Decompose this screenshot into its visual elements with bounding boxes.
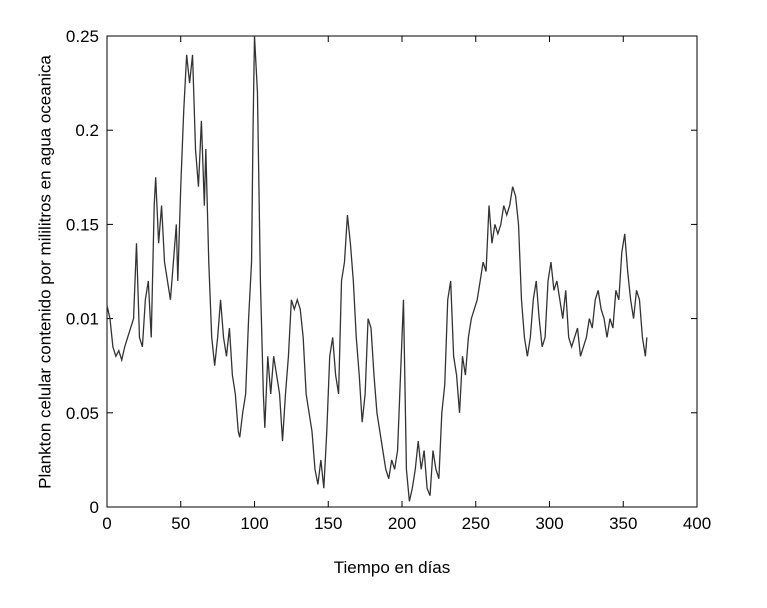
y-tick-label: 0.15 [66,215,99,234]
x-tick-label: 400 [683,514,711,533]
x-tick-label: 50 [171,514,190,533]
y-tick-label: 0.05 [66,404,99,423]
y-tick-label: 0.2 [75,121,99,140]
data-line [106,35,648,502]
x-tick-label: 300 [535,514,563,533]
plot-frame [106,35,698,508]
y-axis-label: Plankton celular contenido por mililitro… [35,55,54,489]
x-axis-label: Tiempo en días [334,558,451,577]
x-tick-label: 150 [314,514,342,533]
x-tick-label: 350 [609,514,637,533]
x-tick-label: 200 [388,514,416,533]
y-tick-label: 0 [90,498,99,517]
y-tick-label: 0.01 [66,310,99,329]
x-tick-label: 0 [102,514,111,533]
x-tick-label: 250 [462,514,490,533]
x-tick-label: 100 [240,514,268,533]
y-tick-label: 0.25 [66,27,99,46]
